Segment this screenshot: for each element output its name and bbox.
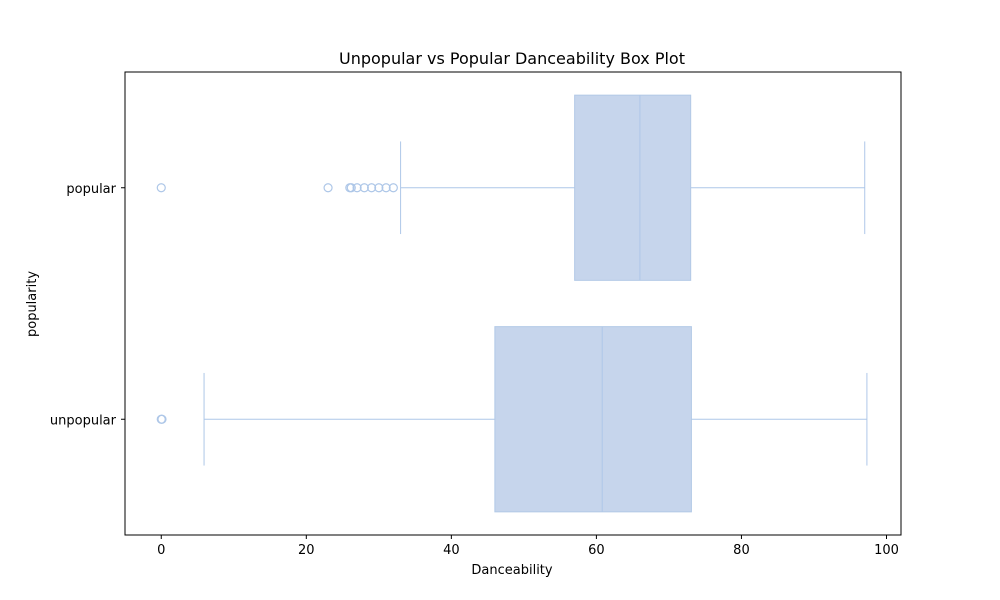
popular-outlier [388,183,398,193]
popular-outlier [359,183,369,193]
plot-area: unpopular popular 0 20 40 60 80 100 [50,71,902,558]
unpopular-outlier [157,414,167,424]
y-tick-label: unpopular [50,413,117,428]
x-axis-label: Danceability [471,563,553,578]
y-tick-label: popular [66,182,116,197]
popular-outlier [352,183,362,193]
plot-frame [124,71,902,536]
popular-outlier [323,183,333,193]
chart-title: Unpopular vs Popular Danceability Box Pl… [339,49,685,68]
popular-outlier [366,183,377,193]
popular-outlier [374,183,384,193]
x-tick-label: 20 [298,543,315,558]
x-tick-label: 100 [874,543,899,558]
x-tick-label: 40 [443,543,460,558]
unpopular-box [494,326,692,513]
popular-outlier [346,183,356,193]
x-tick-label: 60 [588,543,605,558]
popular-outlier [156,183,166,193]
popular-box [574,94,692,281]
popular-outlier [381,183,391,193]
x-tick-label: 80 [733,543,750,558]
y-axis-label: popularity [25,271,40,337]
x-tick-label: 0 [157,543,165,558]
